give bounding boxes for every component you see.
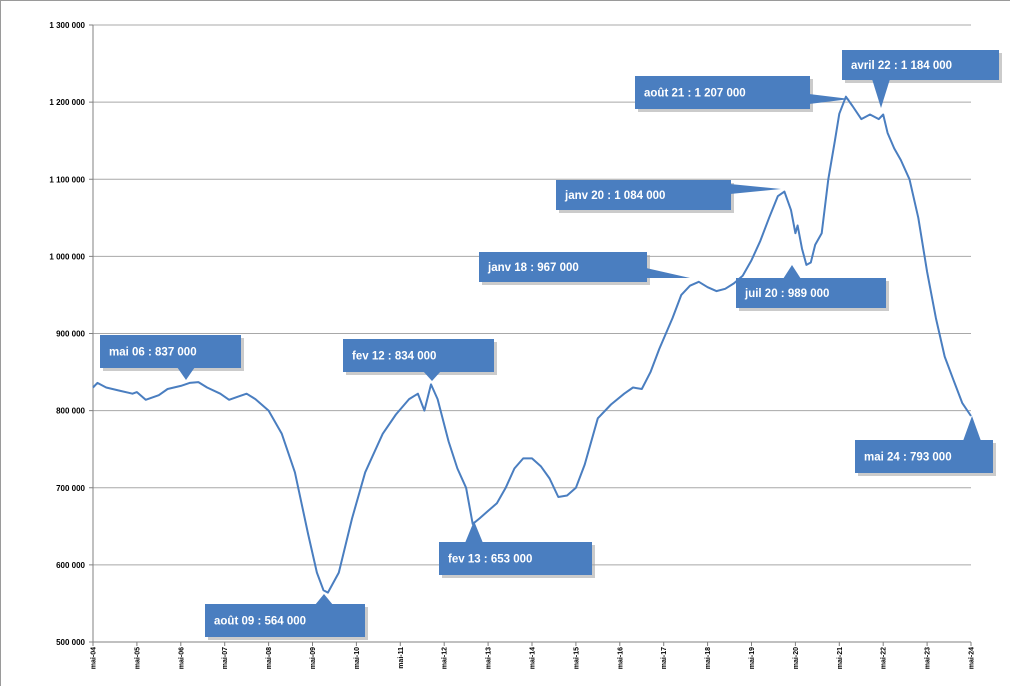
x-tick-label: mai-13 <box>486 647 493 669</box>
callout-box <box>343 339 494 372</box>
x-tick-label: mai-20 <box>793 647 800 669</box>
callout-pointer <box>963 416 981 441</box>
callout-pointer <box>783 265 801 279</box>
callout-label: janv 18 : 967 000 <box>487 262 579 274</box>
x-tick-label: mai-18 <box>705 647 712 669</box>
callout-box <box>635 76 810 109</box>
x-tick-label: mai-05 <box>134 647 141 669</box>
callout-box <box>842 50 999 80</box>
x-tick-label: mai-04 <box>91 647 98 669</box>
callout-box <box>205 604 365 637</box>
series-layer <box>92 95 972 594</box>
x-tick-label: mai-15 <box>573 647 580 669</box>
callout: fev 13 : 653 000 <box>439 521 595 578</box>
callout-label: août 21 : 1 207 000 <box>644 88 746 100</box>
x-tick-label: mai-11 <box>398 647 405 669</box>
callout-box <box>479 252 647 282</box>
callout-box <box>439 542 592 575</box>
callout-pointer <box>872 79 890 108</box>
callout: janv 18 : 967 000 <box>479 252 690 285</box>
x-tick-label: mai-24 <box>969 647 976 669</box>
x-tick-label: mai-16 <box>617 647 624 669</box>
callout-label: avril 22 : 1 184 000 <box>851 60 952 72</box>
callout-pointer <box>809 94 850 104</box>
x-tick-label: mai-09 <box>310 647 317 669</box>
callout-pointer <box>465 521 483 543</box>
x-tick-label: mai-17 <box>661 647 668 669</box>
y-tick-label: 1 100 000 <box>49 175 85 184</box>
callouts-layer: mai 06 : 837 000 août 09 : 564 000 fev 12 … <box>100 50 1002 640</box>
callout-box <box>100 335 241 368</box>
callout-label: mai 24 : 793 000 <box>864 452 952 464</box>
x-tick-label: mai-07 <box>222 647 229 669</box>
x-tick-label: mai-23 <box>925 647 932 669</box>
callout-pointer <box>315 594 333 605</box>
x-tick-label: mai-21 <box>837 647 844 669</box>
y-tick-label: 700 000 <box>56 484 85 493</box>
callout-pointer <box>177 367 195 380</box>
callout-label: mai 06 : 837 000 <box>109 347 197 359</box>
x-tick-label: mai-19 <box>749 647 756 669</box>
x-tick-label: mai-08 <box>266 647 273 669</box>
y-axis-ticks: 500 000 600 000 700 000 800 000 900 000 1 000… <box>49 21 93 647</box>
x-tick-label: mai-06 <box>178 647 185 669</box>
callout: mai 06 : 837 000 <box>100 335 244 380</box>
callout-pointer <box>423 371 441 381</box>
callout: août 09 : 564 000 <box>205 594 368 640</box>
x-axis-ticks: mai-04 mai-05 mai-06 mai-07 mai-08 mai-09 mai-… <box>91 642 976 669</box>
y-tick-label: 600 000 <box>56 561 85 570</box>
y-tick-label: 1 200 000 <box>49 98 85 107</box>
callout-label: fev 12 : 834 000 <box>352 351 436 363</box>
y-tick-label: 500 000 <box>56 638 85 647</box>
callout-box <box>736 278 886 308</box>
callout-box <box>855 440 993 473</box>
callout: août 21 : 1 207 000 <box>635 76 850 112</box>
y-tick-label: 800 000 <box>56 407 85 416</box>
callout: juil 20 : 989 000 <box>736 265 889 311</box>
callout-box <box>556 180 731 210</box>
callout-label: août 09 : 564 000 <box>214 616 306 628</box>
x-tick-label: mai-14 <box>530 647 537 669</box>
callout: avril 22 : 1 184 000 <box>842 50 1002 108</box>
callout-pointer <box>646 268 690 278</box>
callout-label: juil 20 : 989 000 <box>744 288 829 300</box>
y-tick-label: 900 000 <box>56 330 85 339</box>
series-line <box>92 95 972 594</box>
callout: janv 20 : 1 084 000 <box>556 180 781 213</box>
callout: fev 12 : 834 000 <box>343 339 497 381</box>
x-tick-label: mai-10 <box>354 647 361 669</box>
callout-label: fev 13 : 653 000 <box>448 554 532 566</box>
callout: mai 24 : 793 000 <box>855 416 996 476</box>
x-tick-label: mai-12 <box>442 647 449 669</box>
callout-pointer <box>730 184 781 194</box>
callout-label: janv 20 : 1 084 000 <box>564 190 665 202</box>
y-tick-label: 1 300 000 <box>49 21 85 30</box>
y-tick-label: 1 000 000 <box>49 252 85 261</box>
x-tick-label: mai-22 <box>881 647 888 669</box>
